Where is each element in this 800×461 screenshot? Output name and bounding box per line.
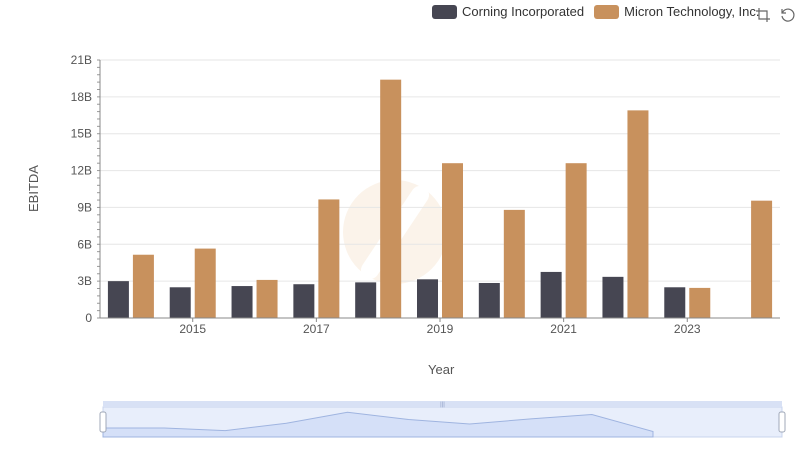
data-zoom-slider[interactable]: ||| xyxy=(99,401,786,438)
legend-item-corning[interactable]: Corning Incorporated xyxy=(432,4,584,19)
legend-swatch-micron xyxy=(594,4,620,19)
restore-icon[interactable] xyxy=(779,7,795,23)
bar xyxy=(627,110,649,318)
legend-label-micron: Micron Technology, Inc. xyxy=(624,4,760,19)
grid-lines xyxy=(100,59,780,282)
bar xyxy=(442,163,463,318)
bar xyxy=(503,209,525,318)
bar xyxy=(318,199,340,318)
bar xyxy=(417,279,438,318)
y-tick-label: 3B xyxy=(77,274,92,288)
bar xyxy=(380,79,402,319)
bar xyxy=(194,248,216,318)
bar xyxy=(602,276,624,318)
bar xyxy=(689,287,711,318)
bars xyxy=(107,79,773,319)
bar xyxy=(107,281,129,318)
x-tick-label: 2023 xyxy=(674,322,701,336)
bar xyxy=(169,287,191,318)
x-tick-label: 2021 xyxy=(550,322,577,336)
legend-item-micron[interactable]: Micron Technology, Inc. xyxy=(594,4,760,19)
legend-label-corning: Corning Incorporated xyxy=(462,4,585,19)
bar xyxy=(293,284,315,318)
bar xyxy=(256,279,278,318)
bar xyxy=(751,200,773,318)
bar xyxy=(355,282,377,318)
bar xyxy=(540,271,562,318)
y-tick-label: 9B xyxy=(77,200,92,214)
zoom-handle-left[interactable] xyxy=(99,411,107,433)
toolbox xyxy=(747,7,795,23)
bar xyxy=(478,282,500,318)
y-tick-label: 0 xyxy=(85,311,92,325)
bar xyxy=(565,163,587,318)
zoom-icon[interactable] xyxy=(755,7,771,23)
zoom-preview-area xyxy=(102,411,654,438)
x-axis-title: Year xyxy=(428,362,455,377)
zoom-grip: ||| xyxy=(440,402,445,408)
legend: Corning Incorporated Micron Technology, … xyxy=(432,4,770,19)
y-tick-label: 21B xyxy=(71,53,92,67)
zoom-handle-right[interactable] xyxy=(778,411,786,433)
bar xyxy=(132,254,154,318)
bar xyxy=(231,286,253,318)
y-tick-label: 15B xyxy=(71,127,92,141)
y-tick-label: 12B xyxy=(71,164,92,178)
x-tick-label: 2019 xyxy=(427,322,454,336)
zoom-top-bar xyxy=(103,401,782,407)
y-tick-label: 6B xyxy=(77,237,92,251)
x-tick-label: 2017 xyxy=(303,322,330,336)
y-tick-label: 18B xyxy=(71,90,92,104)
x-tick-label: 2015 xyxy=(179,322,206,336)
y-axis-title: EBITDA xyxy=(26,165,41,212)
bar xyxy=(664,287,686,318)
legend-swatch-corning xyxy=(432,4,457,19)
axes: 0 3B 6B 9B 12B 15B 18B 21B 2015 2017 2019 2021 2023 xyxy=(71,53,780,336)
